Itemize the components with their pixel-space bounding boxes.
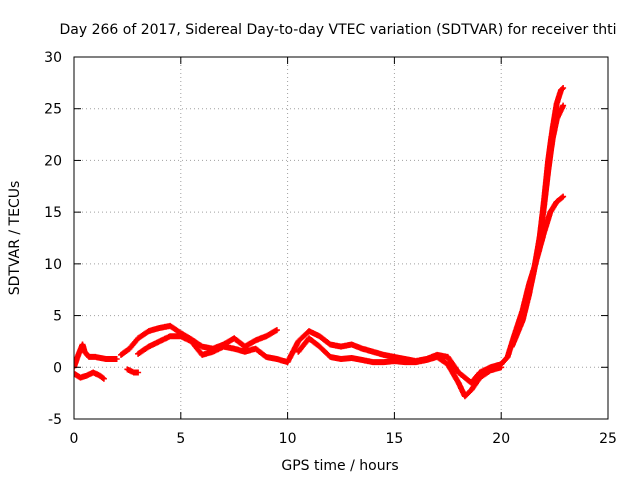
x-tick-label: 15 xyxy=(385,431,403,447)
x-tick-label: 10 xyxy=(279,431,297,447)
series-track-b xyxy=(74,369,107,382)
y-tick-label: 10 xyxy=(44,257,62,273)
y-tick-label: 20 xyxy=(44,153,62,169)
plot-frame xyxy=(73,56,609,420)
y-tick-label: 5 xyxy=(53,309,62,325)
y-axis-label: SDTVAR / TECUs xyxy=(7,181,23,296)
chart-title: Day 266 of 2017, Sidereal Day-to-day VTE… xyxy=(60,22,617,38)
series-track-c xyxy=(124,366,142,376)
x-tick-label: 25 xyxy=(599,431,617,447)
y-tick-label: 15 xyxy=(44,205,62,221)
series-track-i xyxy=(530,85,567,278)
data-points xyxy=(74,369,107,382)
y-tick-label: -5 xyxy=(48,412,62,428)
x-tick-label: 20 xyxy=(492,431,510,447)
data-points xyxy=(530,85,567,278)
series-track-f xyxy=(295,335,505,400)
x-axis-label: GPS time / hours xyxy=(281,458,398,474)
x-tick-label: 5 xyxy=(176,431,185,447)
data-points xyxy=(508,102,567,350)
y-tick-label: 0 xyxy=(53,360,62,376)
data-points xyxy=(295,335,505,400)
series-track-h xyxy=(508,102,567,350)
data-layer xyxy=(74,85,567,400)
tick-layer: 0 5 10 15 20 25 -5 0 5 10 15 20 25 30 xyxy=(44,50,617,447)
y-tick-label: 30 xyxy=(44,50,62,66)
y-tick-label: 25 xyxy=(44,102,62,118)
grid xyxy=(74,57,608,419)
series-track-a xyxy=(74,341,120,371)
data-points xyxy=(124,366,142,376)
data-points xyxy=(74,341,120,371)
x-tick-label: 0 xyxy=(70,431,79,447)
